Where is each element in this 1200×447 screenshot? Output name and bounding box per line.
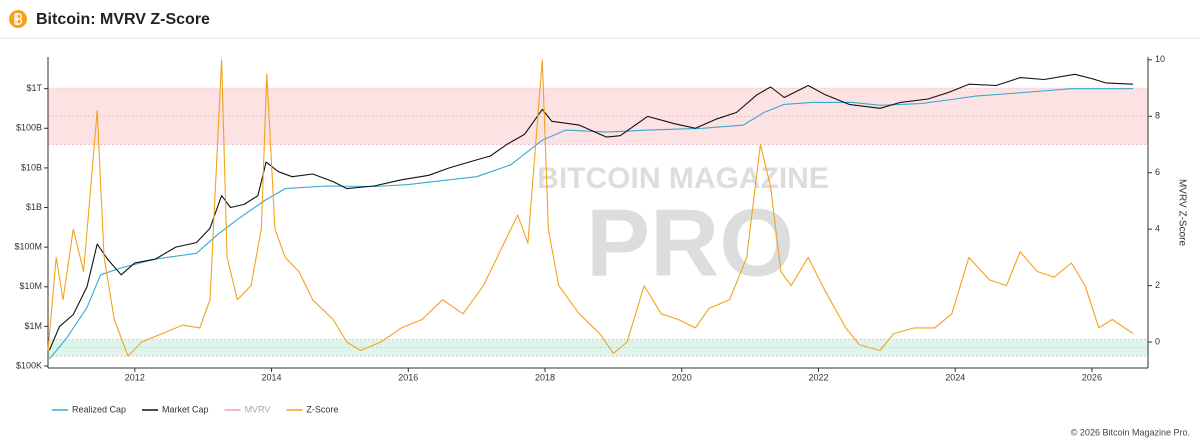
- x-tick-label: 2024: [945, 372, 965, 382]
- y-tick-label: $1T: [26, 83, 42, 93]
- y-tick-label: $100M: [14, 242, 42, 252]
- y2-tick-label: 6: [1155, 167, 1160, 177]
- y2-tick-label: 4: [1155, 224, 1160, 234]
- legend-label: Realized Cap: [72, 404, 126, 414]
- series-line: [48, 88, 1133, 360]
- y2-tick-label: 0: [1155, 336, 1160, 346]
- legend-label: Market Cap: [162, 404, 209, 414]
- y2-axis-label: MVRV Z-Score: [1176, 179, 1187, 246]
- y2-tick-label: 10: [1155, 54, 1165, 64]
- x-tick-label: 2022: [808, 372, 828, 382]
- watermark-main: PRO: [586, 189, 794, 296]
- x-tick-label: 2012: [125, 372, 145, 382]
- legend-label: MVRV: [245, 404, 271, 414]
- legend-label: Z-Score: [306, 404, 338, 414]
- footer: © 2026 Bitcoin Magazine Pro.: [1071, 427, 1190, 437]
- x-tick-label: 2014: [262, 372, 282, 382]
- y-tick-label: $1B: [26, 202, 42, 212]
- x-tick-label: 2020: [672, 372, 692, 382]
- series-line: [48, 73, 1134, 351]
- watermark-top: BITCOIN MAGAZINE: [537, 162, 829, 195]
- y2-tick-label: 8: [1155, 111, 1160, 121]
- y-tick-label: $100K: [16, 360, 42, 370]
- y2-tick-label: 2: [1155, 280, 1160, 290]
- x-tick-label: 2016: [398, 372, 418, 382]
- watermark: BITCOIN MAGAZINE PRO: [537, 162, 829, 296]
- series-line: [47, 59, 1134, 357]
- y-tick-label: $10M: [19, 281, 42, 291]
- x-tick-label: 2026: [1082, 372, 1102, 382]
- chart-title: Bitcoin: MVRV Z-Score: [36, 11, 210, 28]
- y-tick-label: $100B: [16, 123, 42, 133]
- x-tick-label: 2018: [535, 372, 555, 382]
- y-tick-label: $10B: [21, 162, 42, 172]
- y-tick-label: $1M: [24, 321, 42, 331]
- bitcoin-glyph: [14, 13, 23, 25]
